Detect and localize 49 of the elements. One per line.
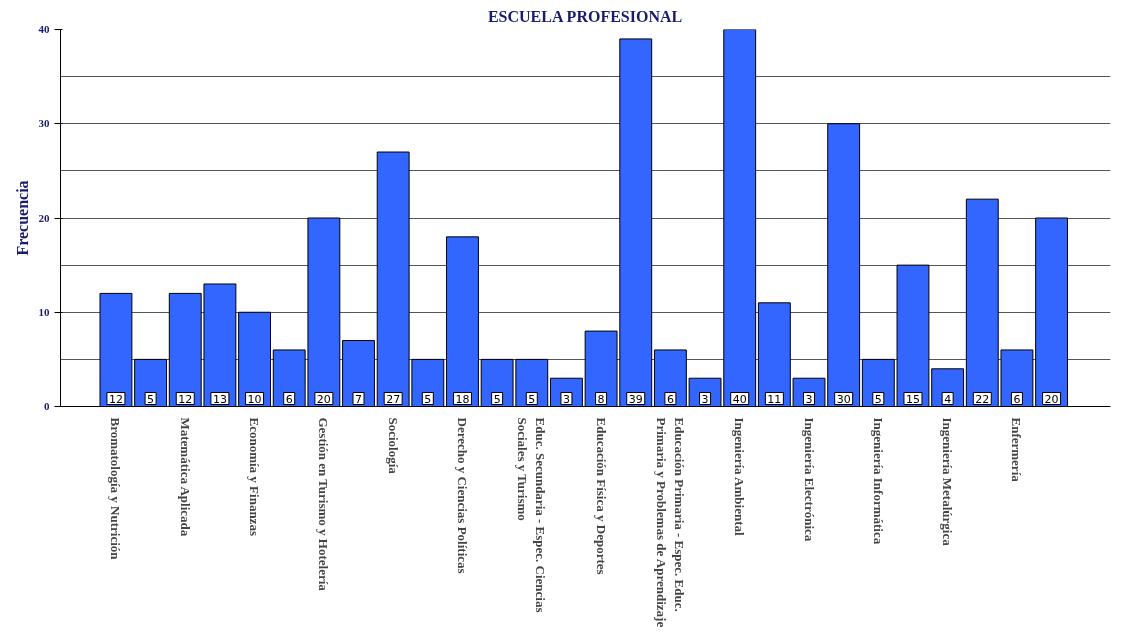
data-label: 12 xyxy=(108,392,123,406)
x-tick-label: Ingeniería Electrónica xyxy=(801,417,817,542)
data-label: 4 xyxy=(944,392,952,406)
x-tick-label: Ingeniería Metalúrgica xyxy=(940,417,956,547)
y-axis-title: Frecuencia xyxy=(13,180,31,256)
data-label: 6 xyxy=(285,392,293,406)
data-label: 3 xyxy=(805,392,813,406)
data-label: 39 xyxy=(628,392,643,406)
data-label: 6 xyxy=(666,392,674,406)
x-tick-label: Gestión en Turismo y Hotelería xyxy=(316,417,332,592)
x-tick-label: Educ. Secundaria - Espec. Ciencias Sociales y Turismo xyxy=(515,417,549,613)
data-label: 11 xyxy=(767,392,782,406)
x-tick-label: Enfermería xyxy=(1009,417,1025,483)
data-label: 5 xyxy=(424,392,432,406)
data-label: 3 xyxy=(701,392,709,406)
data-label: 5 xyxy=(147,392,155,406)
x-tick-label: Economía y Finanzas xyxy=(247,417,263,536)
x-tick-label: Bromatología y Nutrición xyxy=(108,417,124,561)
data-label: 30 xyxy=(836,392,851,406)
x-tick-label: Educación Primaria - Espec. Educ. Primaria y Problemas de Aprendizaje xyxy=(653,417,687,628)
data-label: 20 xyxy=(316,392,331,406)
data-label: 13 xyxy=(212,392,227,406)
x-tick-label: Ingeniería Ambiental xyxy=(732,417,748,536)
data-label: 3 xyxy=(562,392,570,406)
data-label: 20 xyxy=(1044,392,1059,406)
data-label: 27 xyxy=(386,392,401,406)
x-tick-label: Sociología xyxy=(385,417,401,475)
x-tick-label: Ingeniería Informática xyxy=(870,417,886,545)
data-label: 40 xyxy=(732,392,747,406)
y-tick-label: 20 xyxy=(38,211,50,224)
data-label: 7 xyxy=(355,392,363,406)
x-tick-label: Educación Física y Deportes xyxy=(593,417,609,575)
data-label: 5 xyxy=(493,392,501,406)
data-label: 6 xyxy=(1013,392,1021,406)
data-label: 22 xyxy=(975,392,990,406)
data-label: 5 xyxy=(874,392,882,406)
x-tick-label: Derecho y Ciencias Políticas xyxy=(454,417,470,574)
data-label: 15 xyxy=(905,392,920,406)
y-tick-label: 40 xyxy=(38,23,50,35)
data-label: 12 xyxy=(178,392,193,406)
y-tick-label: 0 xyxy=(44,400,50,412)
chart-title: ESCUELA PROFESIONAL xyxy=(487,7,683,25)
y-tick-label: 10 xyxy=(38,305,50,318)
x-tick-label: Matemática Aplicada xyxy=(177,417,193,537)
data-label: 8 xyxy=(597,392,605,406)
data-label: 10 xyxy=(247,392,262,406)
data-label: 18 xyxy=(455,392,470,406)
y-tick-label: 30 xyxy=(38,117,50,130)
data-label: 5 xyxy=(528,392,536,406)
